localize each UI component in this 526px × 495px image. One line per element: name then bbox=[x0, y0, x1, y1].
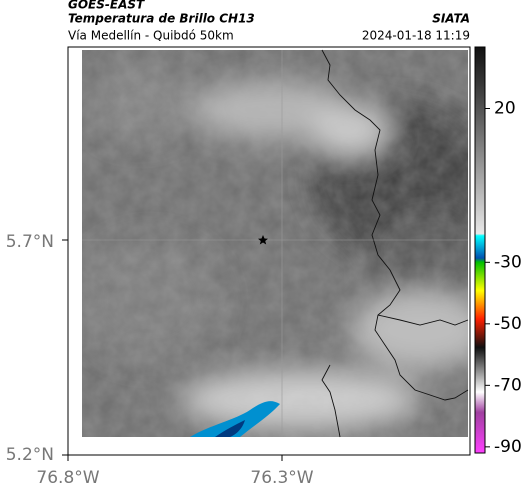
lat-label: 5.7°N bbox=[6, 232, 54, 252]
colorbar-ticks: 20 -30 -50 -70 -90 bbox=[485, 99, 522, 457]
satellite-image bbox=[82, 50, 468, 437]
product: Temperatura de Brillo CH13 bbox=[68, 12, 255, 26]
location-marker bbox=[258, 235, 268, 245]
lat-label: 5.2°N bbox=[6, 445, 54, 465]
colorbar-tick-label: -50 bbox=[494, 314, 522, 334]
borders bbox=[321, 49, 469, 438]
lon-label: 76.3°W bbox=[250, 468, 313, 488]
source: SIATA bbox=[432, 12, 470, 26]
location: Vía Medellín - Quibdó 50km bbox=[68, 29, 234, 43]
colorbar bbox=[474, 46, 486, 454]
colorbar-tick-label: -90 bbox=[494, 437, 522, 457]
map-frame bbox=[67, 46, 471, 456]
lon-label: 76.8°W bbox=[36, 468, 99, 488]
colorbar-tick-label: -70 bbox=[494, 375, 522, 395]
colorbar-tick-label: 20 bbox=[494, 99, 516, 119]
colorbar-tick-label: -30 bbox=[494, 252, 522, 272]
satellite: GOES-EAST bbox=[68, 0, 145, 12]
datetime: 2024-01-18 11:19 bbox=[362, 29, 470, 43]
